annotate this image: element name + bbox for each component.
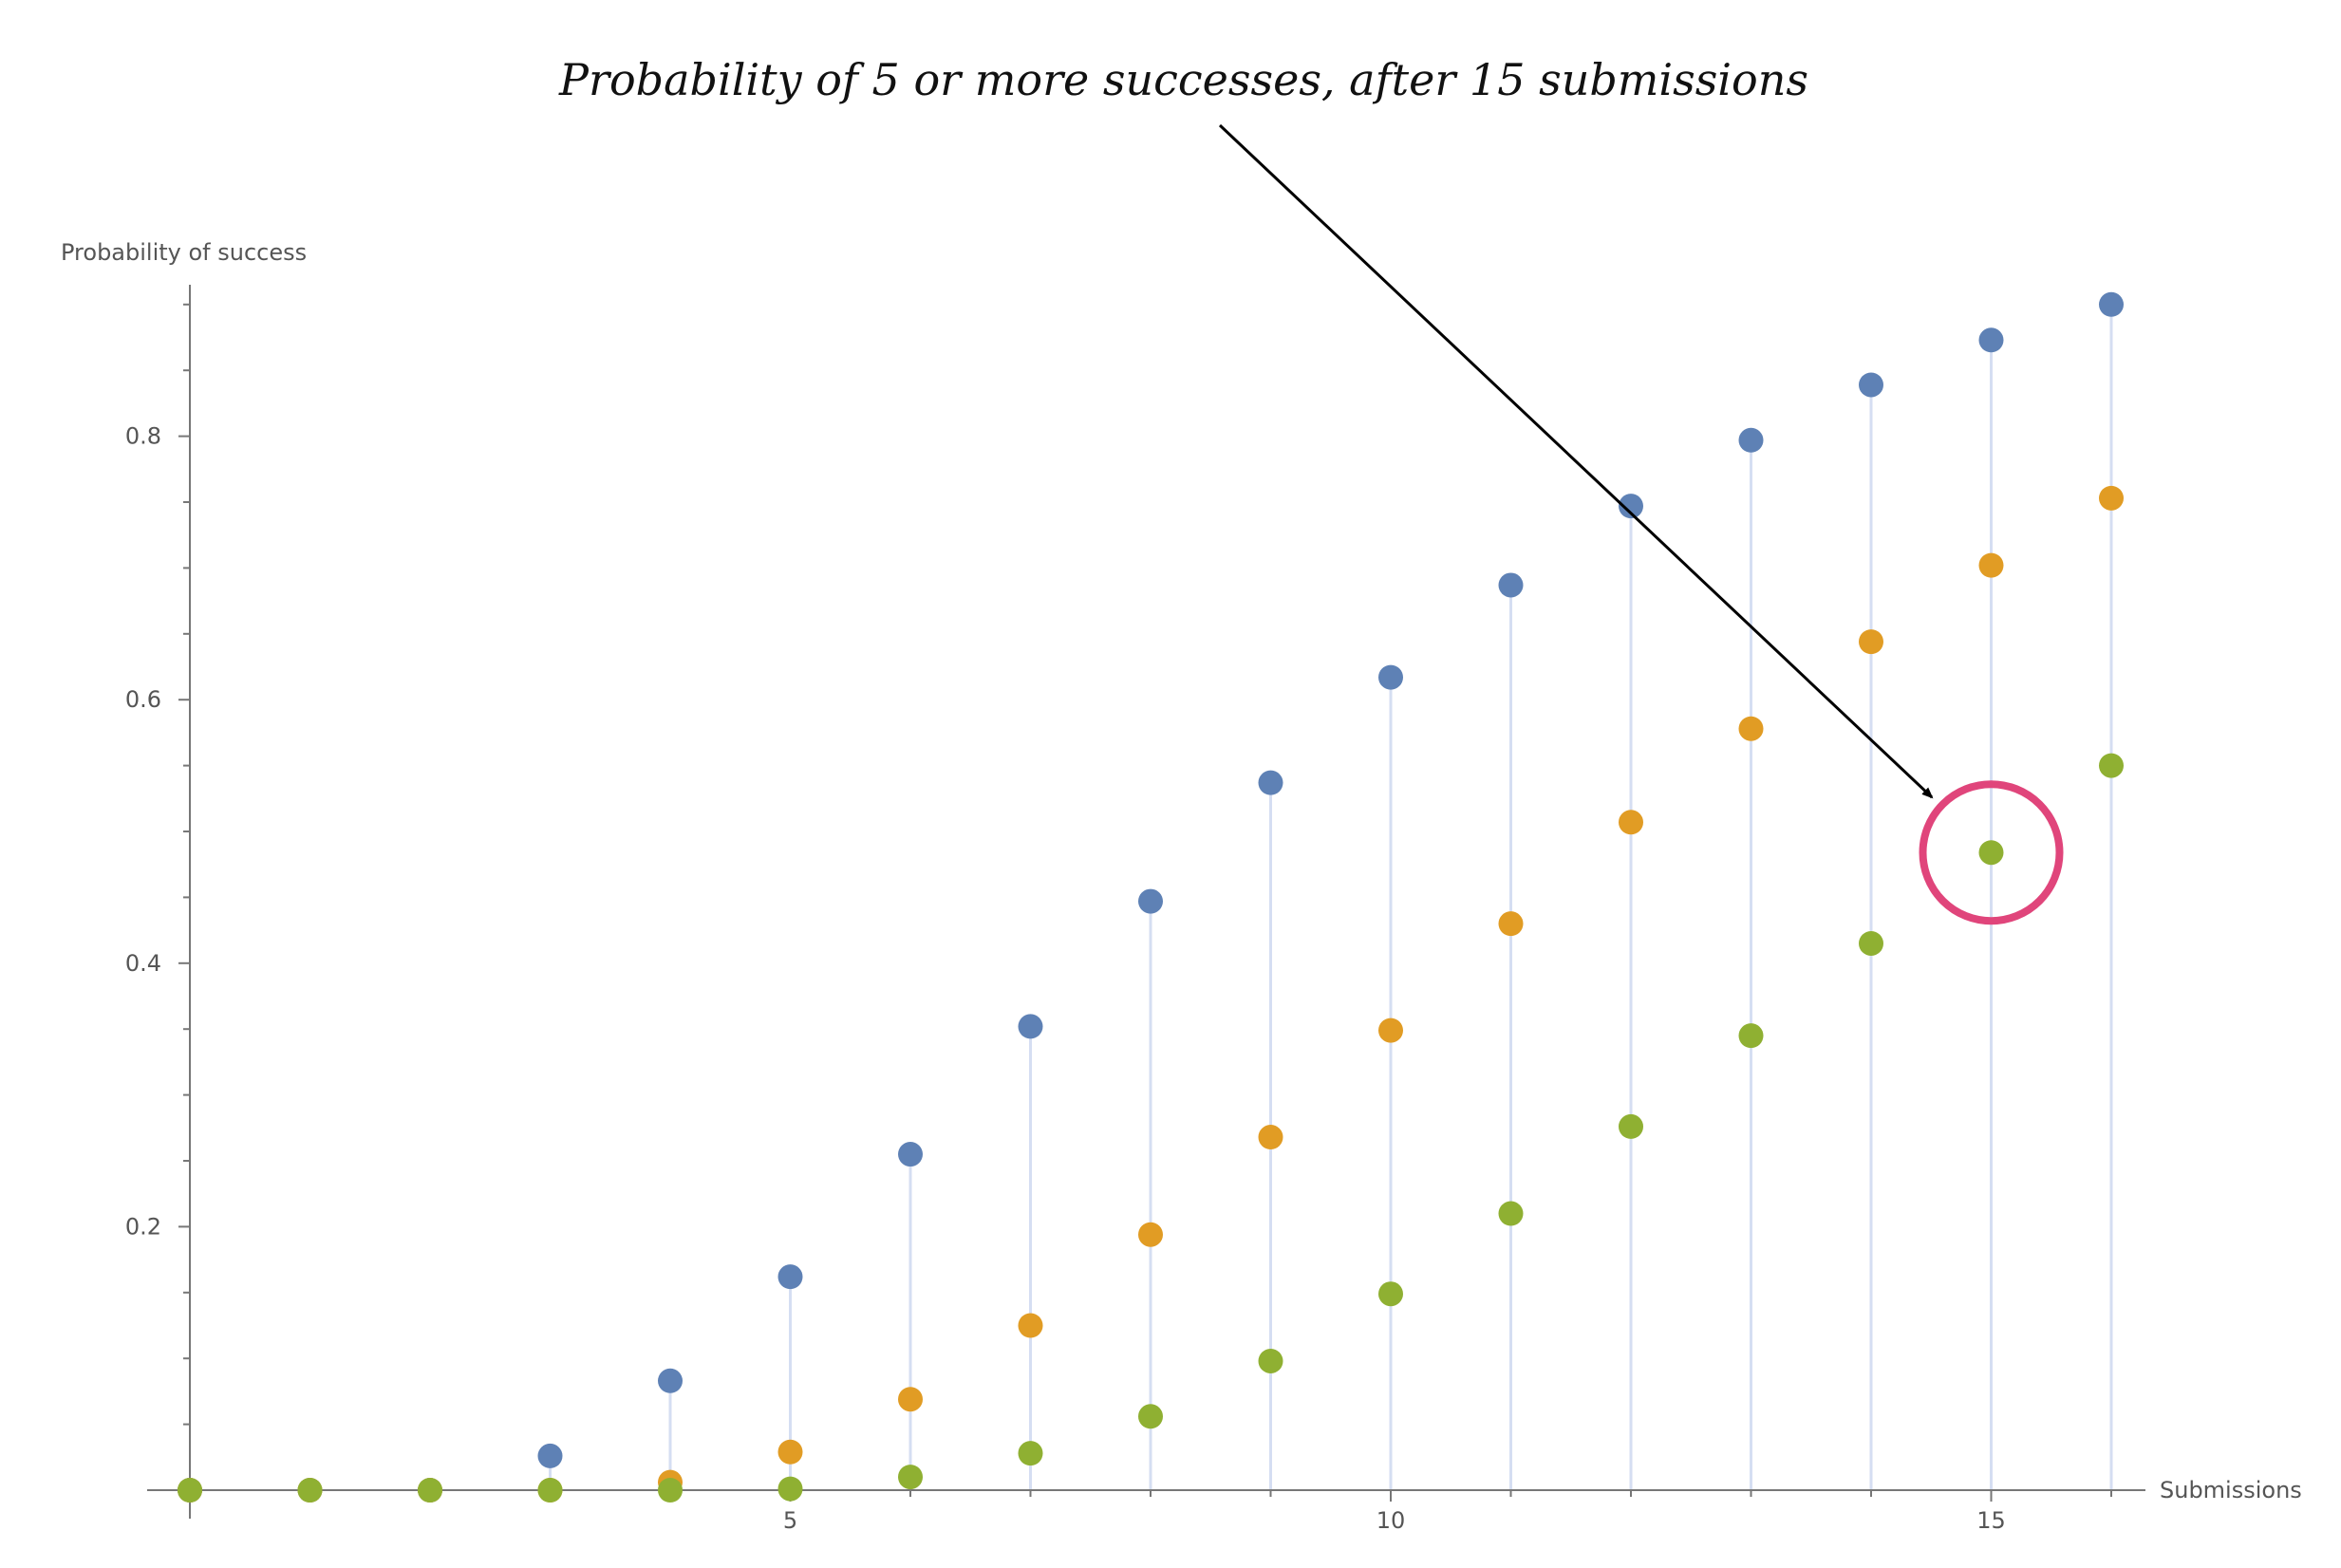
point-series-2-x-15 xyxy=(1978,552,2004,578)
point-series-1-x-3 xyxy=(537,1443,563,1468)
point-series-2-x-10 xyxy=(1378,1017,1403,1043)
point-series-2-x-12 xyxy=(1619,810,1643,835)
point-series-1-x-6 xyxy=(898,1142,923,1167)
x-tick-label-10: 10 xyxy=(1377,1507,1406,1534)
point-series-3-x-0 xyxy=(178,1478,202,1503)
point-series-1-x-10 xyxy=(1378,664,1403,690)
point-series-3-x-7 xyxy=(1018,1441,1043,1466)
y-tick-label-0.4: 0.4 xyxy=(125,950,161,977)
point-series-1-x-15 xyxy=(1978,327,2004,353)
point-series-3-x-4 xyxy=(658,1478,683,1503)
point-series-2-x-5 xyxy=(777,1439,803,1465)
point-series-1-x-13 xyxy=(1738,427,1764,453)
y-axis-label: Probability of success xyxy=(61,239,307,266)
point-series-3-x-3 xyxy=(537,1478,563,1503)
point-series-1-x-12 xyxy=(1619,494,1643,519)
point-series-3-x-6 xyxy=(898,1465,923,1490)
point-series-3-x-13 xyxy=(1738,1023,1764,1049)
point-series-3-x-16 xyxy=(2099,753,2124,778)
point-series-3-x-9 xyxy=(1258,1348,1283,1373)
point-series-2-x-14 xyxy=(1859,629,1883,655)
point-series-3-x-14 xyxy=(1859,930,1883,956)
point-series-1-x-4 xyxy=(658,1368,683,1393)
points-layer xyxy=(178,291,2124,1503)
y-tick-label-0.8: 0.8 xyxy=(125,423,161,450)
point-series-1-x-14 xyxy=(1859,372,1883,398)
point-series-1-x-8 xyxy=(1138,888,1163,914)
point-series-3-x-8 xyxy=(1138,1404,1163,1429)
point-series-1-x-16 xyxy=(2099,291,2124,317)
annotation-highlight-circle xyxy=(1919,780,2064,925)
point-series-2-x-16 xyxy=(2099,485,2124,511)
point-series-3-x-1 xyxy=(297,1478,323,1503)
annotation-text: Probability of 5 or more successes, afte… xyxy=(558,54,1808,105)
point-series-2-x-7 xyxy=(1018,1313,1043,1338)
point-series-2-x-9 xyxy=(1258,1125,1283,1150)
x-tick-label-5: 5 xyxy=(783,1507,797,1534)
point-series-2-x-6 xyxy=(898,1387,923,1412)
point-series-3-x-5 xyxy=(777,1476,803,1502)
x-axis-label: Submissions xyxy=(2160,1477,2302,1503)
point-series-2-x-11 xyxy=(1498,911,1524,937)
point-series-1-x-11 xyxy=(1498,572,1524,598)
point-series-1-x-5 xyxy=(777,1264,803,1290)
point-series-3-x-2 xyxy=(418,1478,442,1503)
y-tick-label-0.6: 0.6 xyxy=(125,686,161,713)
point-series-3-x-15 xyxy=(1978,840,2004,866)
point-series-2-x-13 xyxy=(1738,716,1764,741)
point-series-3-x-11 xyxy=(1498,1201,1524,1226)
point-series-1-x-9 xyxy=(1258,770,1283,795)
point-series-1-x-7 xyxy=(1018,1014,1043,1039)
point-series-2-x-8 xyxy=(1138,1222,1163,1247)
annotation-arrow xyxy=(1218,123,1934,799)
point-series-3-x-10 xyxy=(1378,1281,1403,1307)
y-tick-label-0.2: 0.2 xyxy=(125,1213,161,1240)
stems-layer xyxy=(549,304,2113,1490)
x-tick-label-15: 15 xyxy=(1976,1507,2006,1534)
point-series-3-x-12 xyxy=(1619,1113,1643,1139)
ticks-layer: 5 10 15 0.2 0.4 0.6 0.8 xyxy=(125,303,2112,1534)
